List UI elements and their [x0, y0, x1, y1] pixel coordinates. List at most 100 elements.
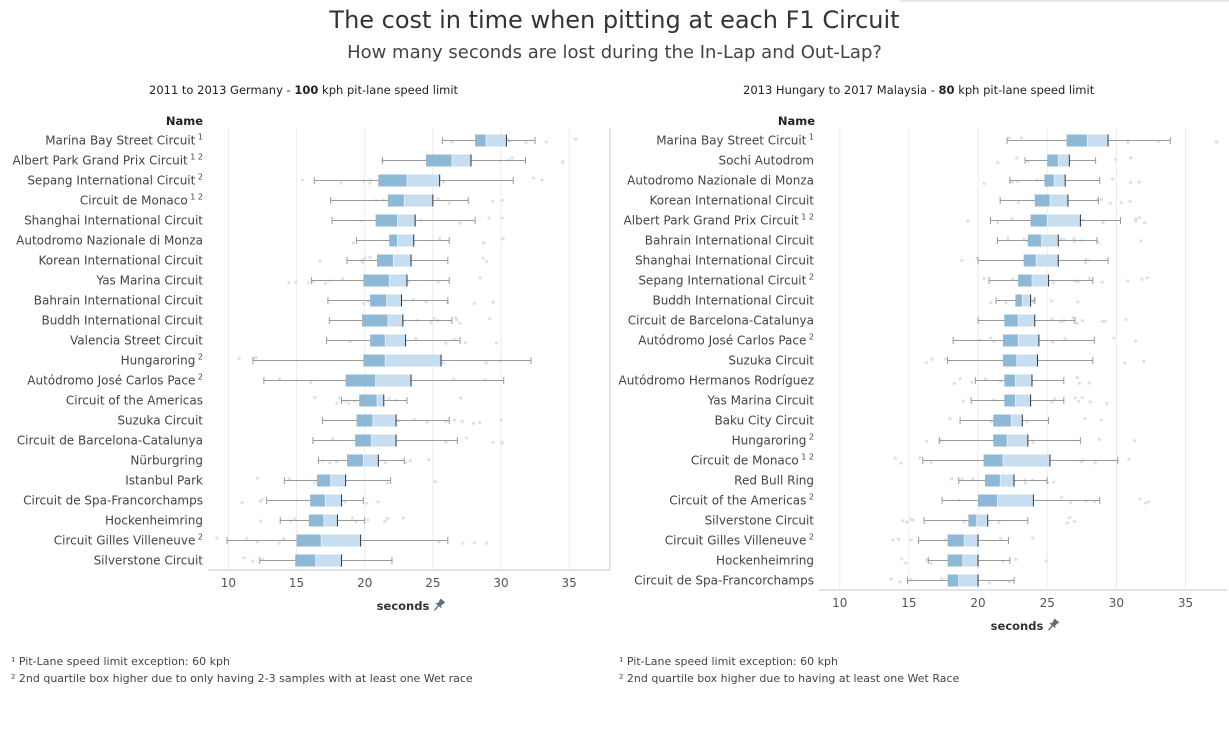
box-upper-quartile — [451, 154, 472, 167]
sample-dot — [472, 541, 477, 545]
box-row: Circuit de Spa-Francorchamps — [23, 494, 380, 508]
box-lower-quartile — [296, 534, 322, 547]
box-row: Circuit de Barcelona-Catalunya — [17, 434, 504, 448]
left-row-header[interactable]: Name — [165, 114, 203, 128]
sample-dot — [424, 300, 428, 304]
sample-dot — [1087, 276, 1091, 280]
box-lower-quartile — [1004, 374, 1016, 387]
right-panel-title: 2013 Hungary to 2017 Malaysia - 80 kph p… — [743, 83, 1095, 97]
box-lower-quartile — [308, 514, 324, 527]
sample-dot — [1134, 219, 1138, 223]
box-row: Valencia Street Circuit — [70, 334, 499, 348]
box-lower-quartile — [984, 474, 1001, 487]
sample-dot — [901, 519, 905, 523]
sample-dot — [1052, 480, 1056, 484]
sample-dot — [561, 160, 565, 164]
sample-dot — [366, 300, 370, 304]
sample-dot — [1030, 478, 1035, 482]
sample-dot — [444, 341, 448, 345]
box-row: Circuit de Barcelona-Catalunya — [628, 314, 1128, 328]
right-row-header[interactable]: Name — [777, 114, 815, 128]
sample-dot — [982, 181, 986, 186]
box-lower-quartile — [426, 154, 452, 167]
box-row: Yas Marina Circuit — [96, 274, 482, 288]
x-axis-title: seconds — [991, 619, 1044, 633]
sample-dot — [1100, 319, 1105, 324]
sample-dot — [351, 241, 355, 245]
sample-dot — [1006, 236, 1010, 240]
sample-dot — [1112, 336, 1116, 340]
box-lower-quartile — [1002, 334, 1019, 347]
box-upper-quartile — [1018, 334, 1039, 347]
x-tick-label: 15 — [289, 576, 304, 590]
sample-dot — [1083, 416, 1087, 421]
sample-dot — [1051, 281, 1055, 285]
sample-dot — [258, 519, 263, 523]
box-lower-quartile — [376, 254, 394, 267]
sample-dot — [320, 459, 325, 463]
box-upper-quartile — [386, 294, 402, 307]
sample-dot — [1133, 439, 1137, 443]
sample-dot — [948, 416, 952, 421]
box-upper-quartile — [1031, 274, 1049, 287]
box-row: Buddh International Circuit — [652, 294, 1080, 308]
box-upper-quartile — [1049, 194, 1068, 207]
row-label: Red Bull Ring — [734, 474, 814, 488]
sample-dot — [524, 140, 528, 145]
sample-dot — [240, 500, 244, 504]
sample-dot — [958, 376, 962, 381]
row-label: Autódromo José Carlos Pace 2 — [638, 333, 814, 348]
row-label: Circuit de Barcelona-Catalunya — [628, 314, 814, 328]
row-label: Autódromo José Carlos Pace 2 — [27, 373, 203, 388]
box-lower-quartile — [363, 354, 386, 367]
box-lower-quartile — [317, 474, 331, 487]
sample-dot — [1097, 437, 1101, 442]
sample-dot — [500, 198, 504, 202]
left-footnote-2: ² 2nd quartile box higher due to only ha… — [11, 672, 473, 685]
box-row: Albert Park Grand Prix Circuit 1 2 — [13, 153, 565, 168]
sample-dot — [1110, 177, 1115, 181]
row-label: Buddh International Circuit — [652, 294, 814, 308]
sample-dot — [361, 301, 366, 306]
box-upper-quartile — [321, 534, 361, 547]
sample-dot — [1126, 140, 1130, 144]
row-label: Korean International Circuit — [39, 254, 204, 268]
sample-dot — [482, 241, 486, 245]
sample-dot — [891, 538, 895, 542]
box-lower-quartile — [363, 274, 390, 287]
left-panel-plot: 10 15 20 25 30 35 seconds Marina Bay Street Cir… — [13, 128, 611, 613]
right-panel-plot: 10 15 20 25 30 35 seconds Marina Bay Street Cir… — [619, 128, 1227, 633]
sample-dot — [244, 536, 249, 540]
box-lower-quartile — [475, 134, 486, 147]
box-lower-quartile — [947, 534, 965, 547]
x-tick-label: 35 — [561, 576, 576, 590]
page-subtitle: How many seconds are lost during the In-… — [347, 42, 882, 63]
box-lower-quartile — [1018, 274, 1032, 287]
sample-dot — [437, 540, 441, 544]
box-lower-quartile — [387, 194, 405, 207]
box-lower-quartile — [993, 434, 1008, 447]
sample-dot — [1142, 359, 1146, 363]
sample-dot — [925, 439, 929, 443]
box-row: Shanghai International Circuit — [635, 254, 1109, 268]
sample-dot — [1076, 300, 1080, 304]
box-lower-quartile — [983, 454, 1003, 467]
sample-dot — [478, 276, 482, 280]
sample-dot — [1119, 200, 1123, 204]
sample-dot — [339, 181, 343, 185]
sample-dot — [1076, 280, 1080, 284]
sample-dot — [484, 378, 488, 382]
row-label: Autodromo Nazionale di Monza — [16, 234, 203, 248]
box-lower-quartile — [361, 314, 388, 327]
sample-dot — [323, 281, 328, 285]
sample-dot — [441, 180, 446, 184]
sample-dot — [255, 540, 259, 544]
sample-dot — [294, 280, 298, 284]
row-label: Shanghai International Circuit — [24, 214, 203, 228]
row-label: Autódromo Hermanos Rodríguez — [619, 374, 814, 388]
sample-dot — [1100, 280, 1104, 284]
sample-dot — [1128, 180, 1133, 184]
sample-dot — [485, 541, 489, 545]
sample-dot — [997, 521, 1001, 525]
box-row: Marina Bay Street Circuit 1 — [45, 133, 578, 148]
